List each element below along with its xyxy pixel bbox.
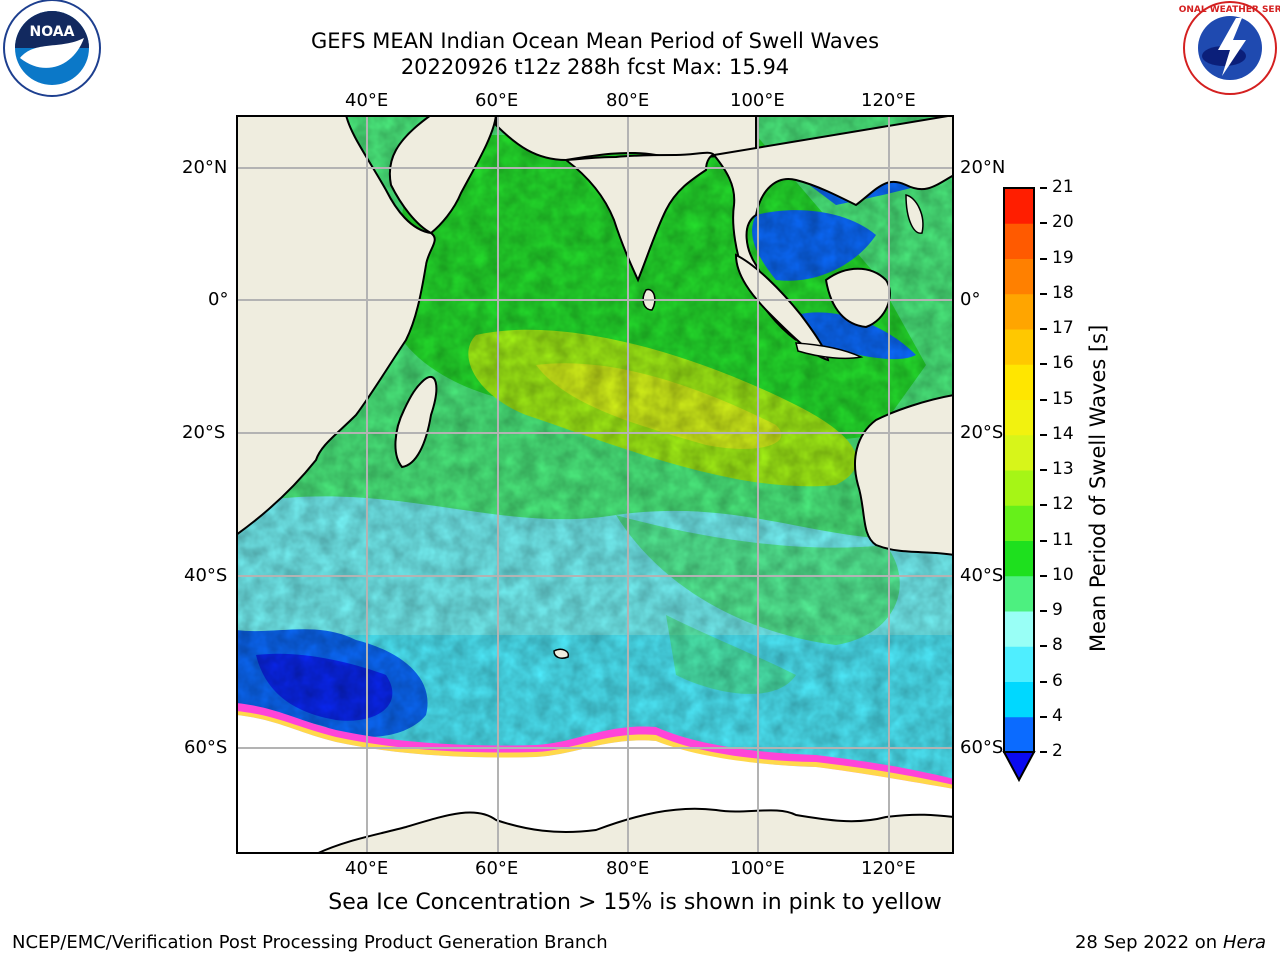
colorbar-tick-mark <box>1040 715 1047 718</box>
colorbar-tick-mark <box>1040 469 1047 471</box>
noaa-logo-text: NOAA <box>30 24 75 40</box>
colorbar-tick-mark <box>1040 680 1047 683</box>
colorbar-segment <box>1004 329 1034 365</box>
colorbar-segment <box>1004 505 1034 541</box>
bottom-lon-label-60e: 60°E <box>475 858 519 879</box>
colorbar-segment <box>1004 575 1034 612</box>
colorbar-ticks: 2 4 6 8 9 10 11 12 13 14 15 16 17 18 19 20 21 <box>1040 177 1080 786</box>
colorbar-tick-label: 6 <box>1052 670 1063 691</box>
colorbar-segment <box>1004 434 1034 471</box>
colorbar-segment <box>1004 646 1034 682</box>
colorbar-tick-mark <box>1040 222 1047 225</box>
colorbar-tick-mark <box>1040 504 1047 507</box>
bottom-lon-label-120e: 120°E <box>861 858 916 879</box>
top-lon-label-60e: 60°E <box>475 90 519 111</box>
right-lat-label-40s: 40°S <box>960 565 1004 586</box>
bottom-lon-label-40e: 40°E <box>345 858 389 879</box>
right-lat-label-20s: 20°S <box>960 422 1004 443</box>
figure-title: GEFS MEAN Indian Ocean Mean Period of Sw… <box>310 29 880 53</box>
colorbar-segment <box>1004 470 1034 506</box>
colorbar-title: Mean Period of Swell Waves [s] <box>1086 324 1110 652</box>
colorbar-tick-mark <box>1040 363 1047 366</box>
footer-date: 28 Sep 2022 on Hera <box>1075 932 1266 953</box>
sea-ice-note: Sea Ice Concentration > 15% is shown in … <box>328 890 942 915</box>
colorbar-tick-mark <box>1040 645 1047 648</box>
colorbar-segment <box>1004 188 1034 224</box>
colorbar-tick-label: 13 <box>1052 459 1074 479</box>
left-lat-label-60s: 60°S <box>184 737 228 758</box>
colorbar-tick-mark <box>1040 257 1047 260</box>
right-lat-label-20n: 20°N <box>960 157 1006 178</box>
colorbar-tick-mark <box>1040 539 1047 542</box>
colorbar-tick-mark <box>1040 574 1047 577</box>
colorbar-tick-label: 10 <box>1052 564 1074 585</box>
colorbar-outline <box>1003 187 1035 753</box>
top-lon-label-100e: 100°E <box>730 90 785 111</box>
swell-period-map <box>236 115 954 854</box>
colorbar-segments <box>1004 188 1034 753</box>
bottom-lon-label-80e: 80°E <box>606 858 650 879</box>
colorbar-tick-label: 19 <box>1052 247 1074 268</box>
colorbar-tick-label: 14 <box>1052 423 1074 444</box>
footer-date-text: 28 Sep 2022 on <box>1074 932 1218 953</box>
right-lat-label-0: 0° <box>960 289 981 310</box>
colorbar-tick-label: 11 <box>1052 529 1074 550</box>
colorbar-tick-label: 2 <box>1052 741 1063 761</box>
right-lat-label-60s: 60°S <box>960 737 1004 758</box>
colorbar-segment <box>1004 681 1034 718</box>
colorbar-tick-label: 21 <box>1052 177 1074 197</box>
left-lat-label-0: 0° <box>208 289 229 310</box>
left-lat-label-20n: 20°N <box>182 157 228 178</box>
colorbar-tick-mark <box>1040 398 1047 401</box>
colorbar-tick-mark <box>1040 433 1047 436</box>
colorbar-tick-label: 20 <box>1052 212 1074 233</box>
colorbar-segment <box>1004 258 1034 295</box>
colorbar-segment <box>1004 293 1034 330</box>
top-lon-label-80e: 80°E <box>606 90 650 111</box>
colorbar-tick-label: 17 <box>1052 318 1074 338</box>
colorbar-segment <box>1004 540 1034 577</box>
colorbar-tick-label: 16 <box>1052 353 1074 374</box>
colorbar-tick-mark <box>1040 751 1047 753</box>
colorbar-tick-label: 18 <box>1052 282 1074 303</box>
colorbar-tick-mark <box>1040 610 1047 612</box>
bottom-lon-label-100e: 100°E <box>730 858 785 879</box>
colorbar <box>1002 187 1036 783</box>
footer-host: Hera <box>1222 932 1266 953</box>
colorbar-segment <box>1004 716 1034 753</box>
left-lat-label-20s: 20°S <box>182 422 226 443</box>
footer-credit: NCEP/EMC/Verification Post Processing Pr… <box>12 932 608 953</box>
colorbar-tick-label: 12 <box>1052 494 1074 515</box>
colorbar-tick-label: 4 <box>1052 705 1063 726</box>
colorbar-segment <box>1004 223 1034 259</box>
nws-logo-text: NATIONAL WEATHER SERVICE <box>1178 5 1280 15</box>
top-lon-label-40e: 40°E <box>345 90 389 111</box>
noaa-logo: NOAA <box>3 0 101 97</box>
colorbar-tick-label: 15 <box>1052 388 1074 409</box>
colorbar-tick-mark <box>1040 328 1047 330</box>
colorbar-tick-mark <box>1040 187 1047 189</box>
colorbar-segment <box>1004 611 1034 647</box>
colorbar-segment <box>1004 364 1034 400</box>
nws-logo: NATIONAL WEATHER SERVICE <box>1178 1 1280 95</box>
figure-subtitle: 20220926 t12z 288h fcst Max: 15.94 <box>400 55 790 79</box>
top-lon-label-120e: 120°E <box>861 90 916 111</box>
colorbar-extend-arrow <box>1002 751 1036 783</box>
colorbar-tick-label: 8 <box>1052 635 1063 656</box>
left-lat-label-40s: 40°S <box>184 565 228 586</box>
colorbar-segment <box>1004 399 1034 436</box>
colorbar-tick-mark <box>1040 292 1047 295</box>
map-graticule <box>236 115 954 854</box>
colorbar-tick-label: 9 <box>1052 600 1063 620</box>
